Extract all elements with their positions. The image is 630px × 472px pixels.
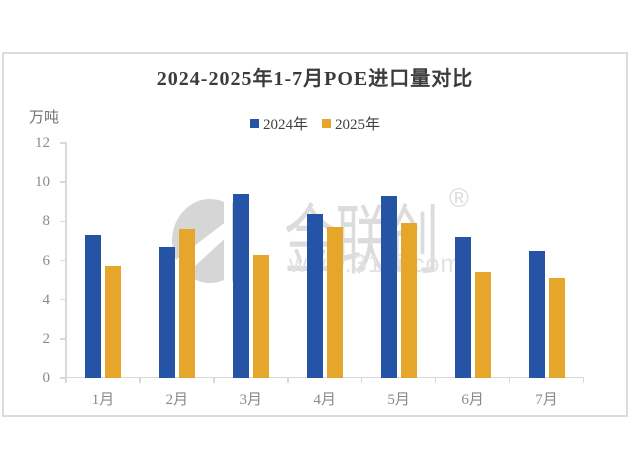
legend-label-2025: 2025年: [335, 117, 381, 133]
y-axis-tick: [60, 338, 65, 340]
y-axis-tick: [60, 377, 65, 379]
y-axis-unit-label: 万吨: [29, 110, 60, 126]
x-axis-tick: [360, 378, 363, 383]
legend-label-2024: 2024年: [262, 117, 308, 133]
bar-2025年-5月: [400, 223, 417, 378]
legend-item-2024: 2024年: [249, 113, 308, 134]
x-axis-label-7月: 7月: [535, 392, 558, 408]
legend: 2024年 2025年: [0, 113, 630, 134]
bar-2024年-2月: [158, 246, 175, 378]
x-axis-tick: [582, 378, 585, 383]
bar-2025年-1月: [104, 266, 121, 378]
y-axis-tick-label: 2: [42, 330, 51, 347]
legend-swatch-2024: [249, 119, 259, 128]
x-axis-label-2月: 2月: [165, 392, 189, 408]
x-axis-tick: [287, 378, 289, 383]
chart-title: 2024-2025年1-7月POE进口量对比: [156, 68, 474, 90]
x-axis-tick: [139, 378, 141, 383]
y-axis-tick: [60, 259, 65, 262]
x-axis-label-5月: 5月: [387, 392, 410, 408]
x-axis-label-4月: 4月: [313, 392, 336, 408]
bar-2025年-6月: [474, 272, 491, 378]
bar-2024年-4月: [306, 213, 323, 378]
x-axis-tick: [434, 378, 437, 383]
x-axis-tick: [213, 378, 215, 383]
y-axis-tick-label: 10: [35, 174, 50, 191]
x-axis-label-1月: 1月: [91, 392, 115, 408]
y-axis-tick-label: 4: [42, 291, 51, 308]
x-axis-label-3月: 3月: [239, 392, 263, 408]
y-axis-tick: [60, 181, 65, 183]
bar-2024年-7月: [528, 250, 545, 378]
legend-item-2025: 2025年: [322, 113, 380, 134]
y-axis-tick-label: 0: [42, 370, 51, 386]
bar-2025年-3月: [252, 254, 269, 378]
y-axis-tick: [60, 142, 65, 144]
legend-swatch-2025: [322, 119, 331, 128]
bar-2024年-1月: [84, 235, 101, 378]
x-axis-tick: [65, 378, 67, 383]
bar-2025年-7月: [548, 278, 565, 378]
watermark-registered-icon: ®: [449, 183, 469, 213]
y-axis-tick: [60, 298, 65, 301]
bar-2025年-2月: [178, 229, 195, 378]
y-axis-tick-label: 12: [35, 135, 50, 151]
x-axis-line: [65, 376, 584, 378]
bar-2024年-5月: [380, 195, 397, 378]
bar-2025年-4月: [326, 227, 343, 378]
bar-2024年-3月: [232, 193, 249, 378]
y-axis-line: [65, 142, 67, 378]
x-axis-label-6月: 6月: [461, 392, 484, 408]
y-axis-tick-label: 6: [42, 252, 51, 269]
y-axis-tick: [60, 220, 65, 223]
y-axis-tick-label: 8: [42, 213, 51, 230]
bar-2024年-6月: [454, 237, 471, 378]
x-axis-tick: [508, 378, 511, 383]
